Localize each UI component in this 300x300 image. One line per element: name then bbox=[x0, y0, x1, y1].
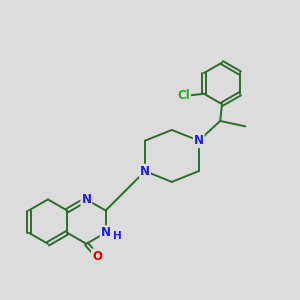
Text: O: O bbox=[92, 250, 102, 262]
Text: Cl: Cl bbox=[177, 89, 190, 102]
Text: N: N bbox=[194, 134, 204, 147]
Text: N: N bbox=[81, 193, 92, 206]
Text: H: H bbox=[113, 231, 122, 241]
Text: N: N bbox=[140, 165, 150, 178]
Text: N: N bbox=[100, 226, 111, 239]
